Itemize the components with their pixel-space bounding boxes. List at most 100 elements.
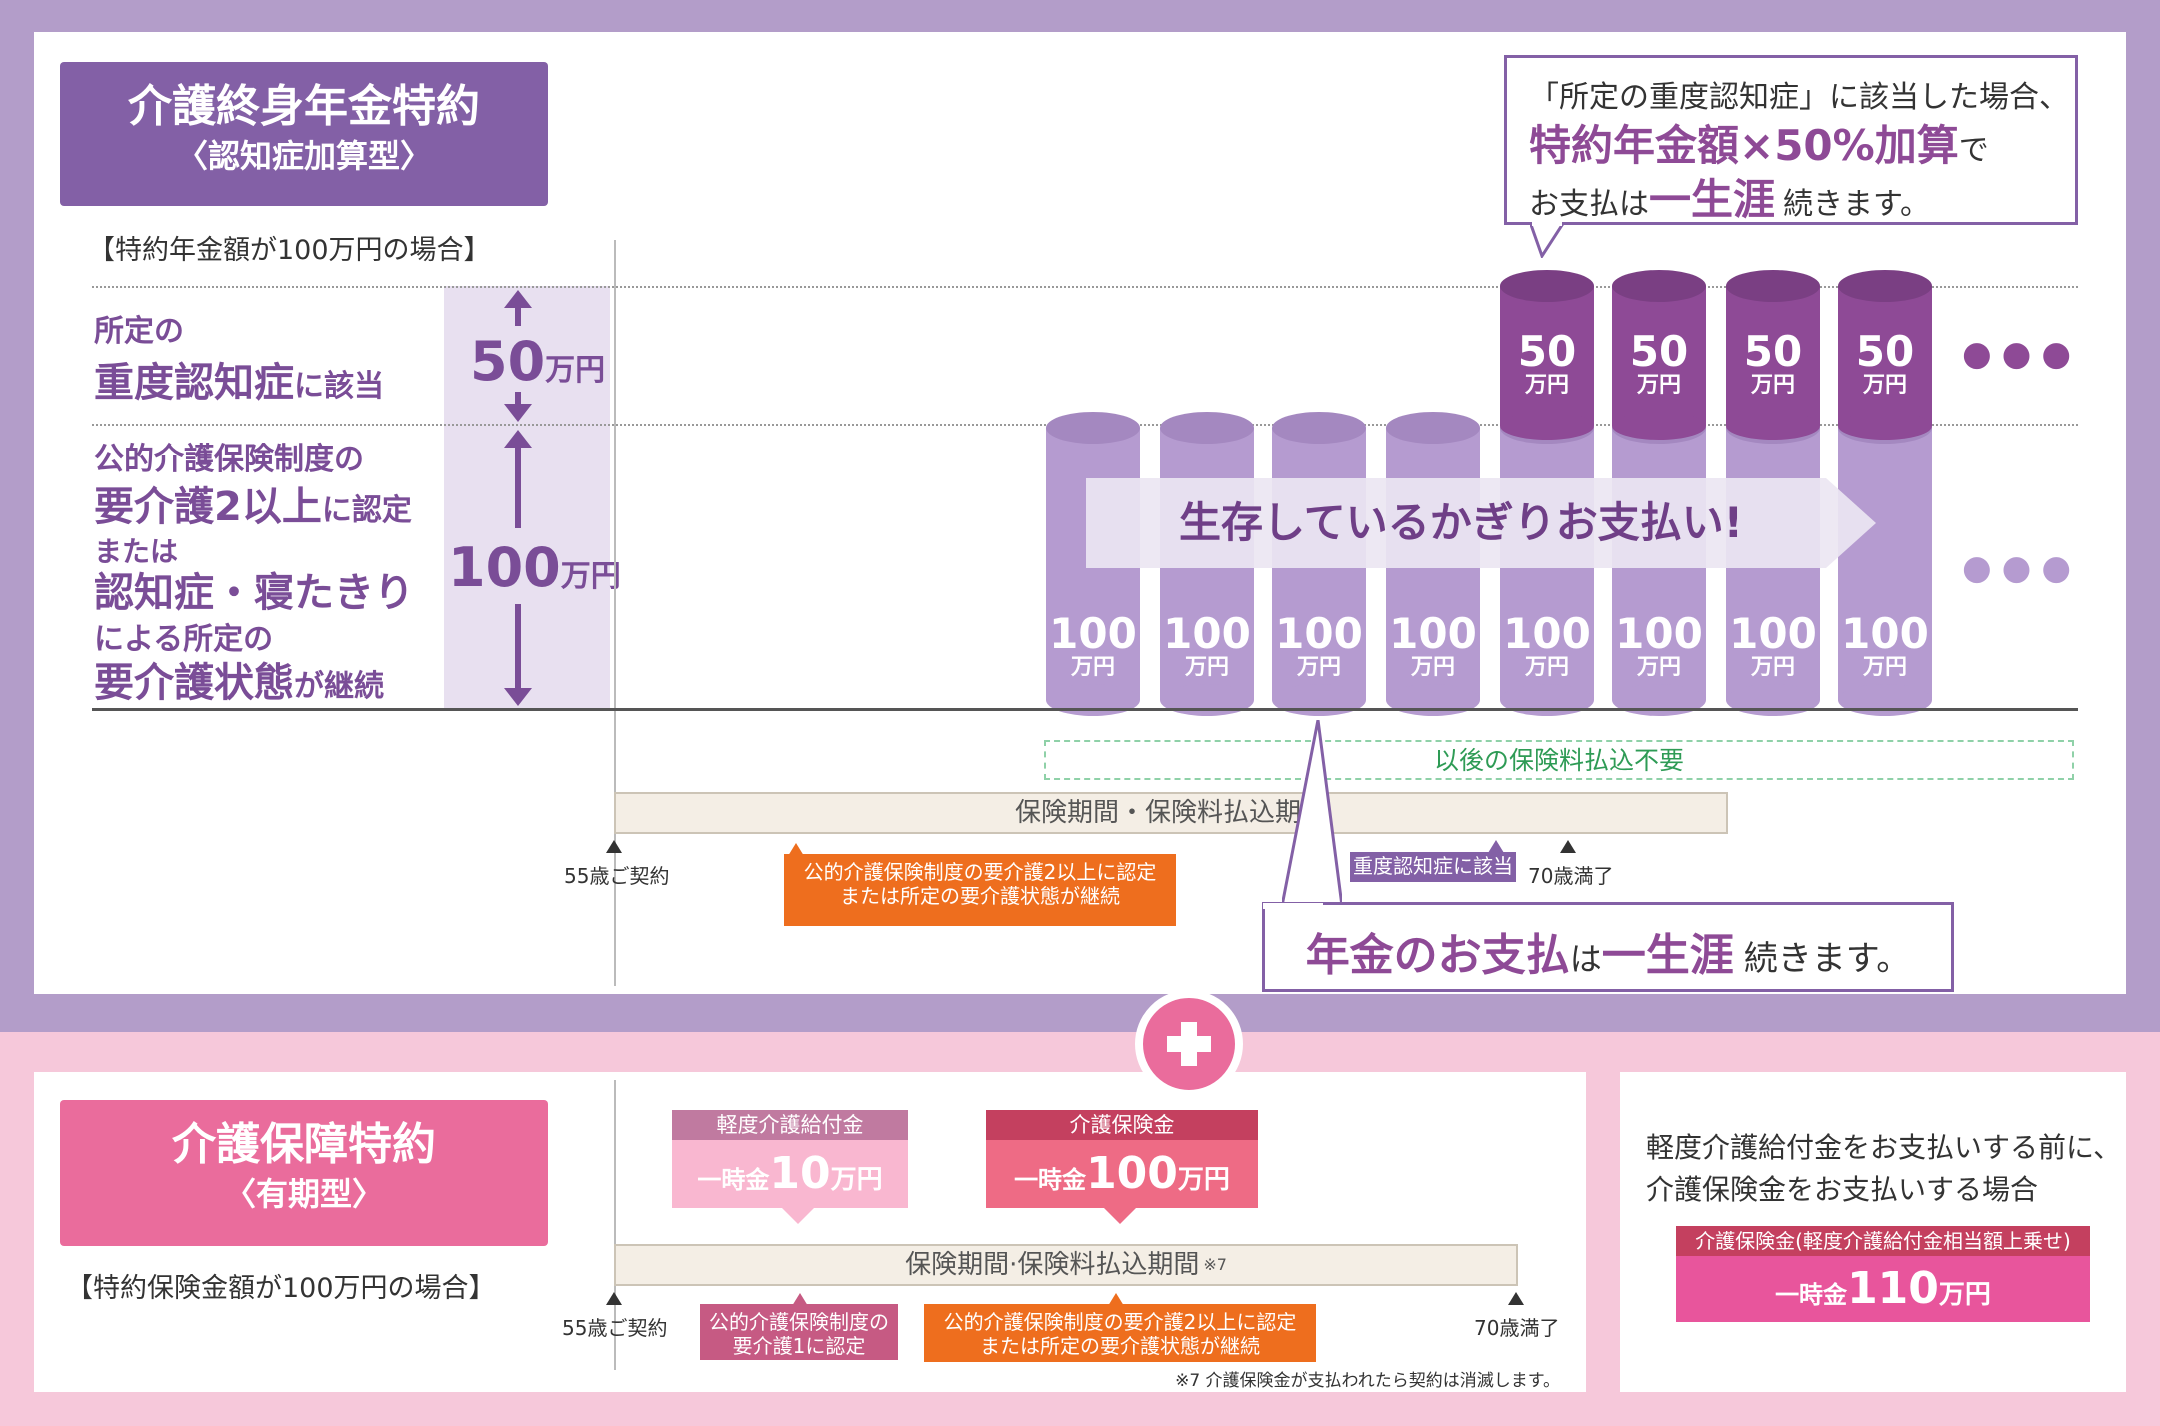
amount-50-number: 50 <box>470 330 546 393</box>
side-line1: 軽度介護給付金をお支払いする前に、 <box>1646 1131 2122 1164</box>
addition-50-label: 50 万円 <box>1726 330 1820 398</box>
addition-50-number: 50 <box>1743 327 1803 376</box>
lower-pink-line1: 公的介護保険制度の <box>709 1310 889 1334</box>
lower-orange-pointer-icon <box>1108 1293 1124 1306</box>
benefit2-head: 介護保険金 <box>986 1110 1258 1140</box>
side-unit: 万円 <box>1938 1280 1991 1310</box>
addition-50-cylinder-bottom <box>1838 412 1932 440</box>
row2-emphasis-state: 要介護状態 <box>94 660 294 706</box>
upper-title: 介護終身年金特約 <box>128 81 480 132</box>
arrow-50-shaft-bottom <box>515 392 521 406</box>
annuity-100-cylinder-bottom <box>1838 684 1932 716</box>
addition-50-label: 50 万円 <box>1838 330 1932 398</box>
upper-start-tick-icon <box>606 840 622 853</box>
plus-icon-vertical <box>1181 1022 1197 1066</box>
row2-emphasis-care: 要介護2以上 <box>94 484 322 530</box>
lower-subtitle: 〈有期型〉 <box>223 1175 384 1213</box>
annuity-100-label: 100 万円 <box>1380 612 1486 680</box>
annuity-100-label: 100 万円 <box>1040 612 1146 680</box>
addition-50-unit: 万円 <box>1750 373 1795 398</box>
addition-50-cylinder <box>1726 286 1820 426</box>
bottom-callout-pointer-mask <box>1263 903 1323 909</box>
benefit2-unit: 万円 <box>1177 1165 1230 1195</box>
side-line2: 介護保険金をお支払いする場合 <box>1646 1173 2039 1206</box>
upper-title-box: 介護終身年金特約 〈認知症加算型〉 <box>60 62 548 206</box>
annuity-100-cylinder-bottom <box>1612 684 1706 716</box>
arrow-100-down-icon <box>504 688 532 706</box>
annuity-100-label: 100 万円 <box>1266 612 1372 680</box>
top-callout-pointer <box>1530 222 1564 258</box>
arrow-100-shaft-top <box>515 446 521 528</box>
annuity-100-unit: 万円 <box>1410 655 1455 680</box>
upper-orange-pointer-icon <box>788 843 804 856</box>
bottom-callout-pointer <box>1282 720 1342 906</box>
addition-50-cylinder-top <box>1612 270 1706 302</box>
annuity-100-number: 100 <box>1389 609 1477 658</box>
addition-50-cylinder-bottom <box>1500 412 1594 440</box>
addition-50-cylinder-top <box>1500 270 1594 302</box>
annuity-100-label: 100 万円 <box>1606 612 1712 680</box>
bottom-callout-emphasis: 年金のお支払 <box>1305 930 1570 981</box>
lower-pink-event: 公的介護保険制度の 要介護1に認定 <box>700 1304 898 1360</box>
benefit2-prefix: 一時金 <box>1014 1166 1087 1194</box>
bottom-callout-text: 年金のお支払は一生涯 続きます。 <box>1265 919 1951 983</box>
annuity-100-cylinder-top <box>1046 412 1140 444</box>
addition-50-number: 50 <box>1517 327 1577 376</box>
lower-pink-pointer-icon <box>792 1293 808 1306</box>
row2-line2: 要介護2以上に認定 <box>94 474 412 532</box>
bottom-callout: 年金のお支払は一生涯 続きます。 <box>1262 902 1954 992</box>
annuity-100-number: 100 <box>1163 609 1251 658</box>
row2-line5: による所定の <box>94 622 274 657</box>
annuity-100-label: 100 万円 <box>1494 612 1600 680</box>
top-callout-de: で <box>1958 133 1989 168</box>
lower-end-label: 70歳満了 <box>1474 1316 1560 1340</box>
annuity-100-cylinder-bottom <box>1386 684 1480 716</box>
benefit1-body: 一時金10万円 <box>672 1140 908 1208</box>
lower-title-box: 介護保障特約 〈有期型〉 <box>60 1100 548 1246</box>
upper-end-tick-icon <box>1560 840 1576 853</box>
annuity-100-cylinder-bottom <box>1046 684 1140 716</box>
amount-50: 50万円 <box>470 330 605 393</box>
lower-footnote: ※7 介護保険金が支払われたら契約は消滅します。 <box>1175 1371 1560 1391</box>
addition-50-unit: 万円 <box>1524 373 1569 398</box>
lower-period-text: 保険期間·保険料払込期間 <box>905 1250 1200 1280</box>
annuity-100-number: 100 <box>1275 609 1363 658</box>
addition-50-cylinder-top <box>1838 270 1932 302</box>
plus-icon <box>1135 990 1243 1098</box>
upper-start-label: 55歳ご契約 <box>564 864 670 888</box>
amount-100: 100万円 <box>448 536 621 599</box>
bottom-callout-lifetime: 一生涯 <box>1601 930 1734 981</box>
addition-50-cylinder-top <box>1726 270 1820 302</box>
addition-50-label: 50 万円 <box>1500 330 1594 398</box>
dementia-tick-icon <box>1488 840 1504 853</box>
side-body: 一時金110万円 <box>1676 1256 2090 1322</box>
upper-period-bar: 保険期間・保険料払込期間 <box>614 792 1728 834</box>
addition-50-unit: 万円 <box>1862 373 1907 398</box>
lower-title: 介護保障特約 <box>172 1119 436 1170</box>
row2-emphasis-dementia: 認知症・寝たきり <box>94 570 414 616</box>
lower-note: 【特約保険金額が100万円の場合】 <box>66 1273 496 1304</box>
dementia-event-label: 重度認知症に該当 <box>1350 852 1516 882</box>
annuity-100-cylinder-top <box>1386 412 1480 444</box>
addition-50-cylinder-bottom <box>1612 412 1706 440</box>
annuity-100-unit: 万円 <box>1524 655 1569 680</box>
arrow-100-up-icon <box>504 430 532 448</box>
benefit1-head: 軽度介護給付金 <box>672 1110 908 1140</box>
dotted-line-top <box>92 286 2078 288</box>
annuity-100-unit: 万円 <box>1862 655 1907 680</box>
addition-50-label: 50 万円 <box>1612 330 1706 398</box>
lower-period-mark: ※7 <box>1203 1255 1227 1274</box>
annuity-100-unit: 万円 <box>1750 655 1795 680</box>
bottom-callout-pointer-shape <box>1282 720 1342 906</box>
top-callout-pointer-mask <box>1532 222 1562 226</box>
annuity-100-unit: 万円 <box>1070 655 1115 680</box>
top-callout-line1: 「所定の重度認知症」に該当した場合、 <box>1529 80 2069 115</box>
benefit1-unit: 万円 <box>830 1165 883 1195</box>
row2-line6: 要介護状態が継続 <box>94 650 384 708</box>
annuity-100-cylinder-bottom <box>1160 684 1254 716</box>
top-callout: 「所定の重度認知症」に該当した場合、 特約年金額×50%加算で お支払は一生涯続… <box>1504 55 2078 225</box>
lower-start-tick-icon <box>606 1292 622 1305</box>
annuity-100-cylinder-top <box>1272 412 1366 444</box>
lower-pink-line2: 要介護1に認定 <box>732 1334 866 1358</box>
continuation-dots-top: ●●● <box>1962 334 2082 374</box>
